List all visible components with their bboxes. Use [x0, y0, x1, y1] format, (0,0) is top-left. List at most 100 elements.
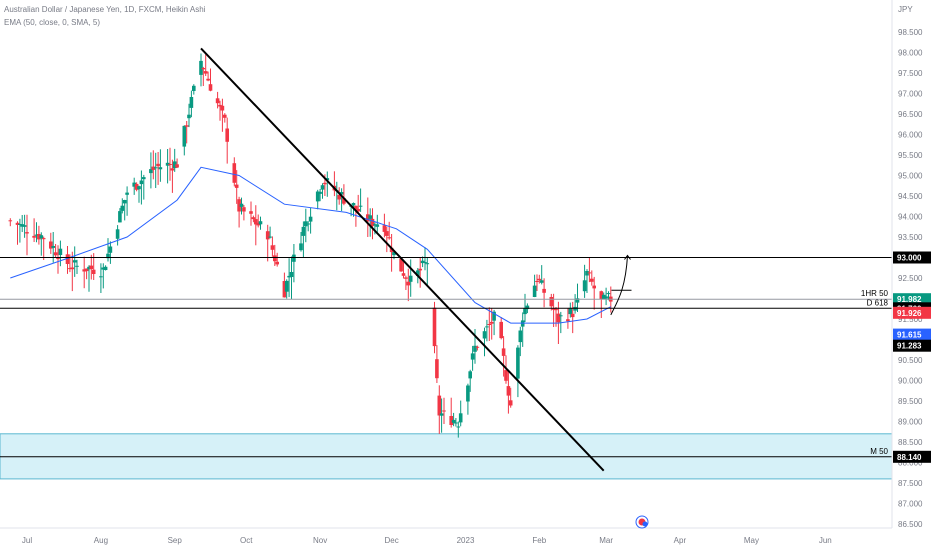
candle[interactable] — [158, 149, 163, 182]
candle[interactable] — [320, 183, 325, 199]
candle[interactable] — [206, 71, 210, 82]
candle[interactable] — [518, 326, 523, 357]
candle[interactable] — [337, 187, 341, 205]
candle[interactable] — [22, 214, 27, 238]
candle[interactable] — [315, 189, 320, 210]
trendline[interactable] — [200, 47, 605, 472]
candle[interactable] — [32, 218, 36, 242]
candle[interactable] — [423, 247, 427, 271]
candle[interactable] — [56, 245, 60, 274]
candle[interactable] — [120, 198, 125, 214]
candle[interactable] — [301, 221, 306, 258]
candle[interactable] — [354, 205, 358, 227]
candle[interactable] — [192, 84, 196, 95]
candle[interactable] — [370, 208, 375, 240]
candle[interactable] — [592, 276, 596, 310]
candle[interactable] — [539, 265, 544, 285]
candle[interactable] — [468, 369, 472, 392]
candle[interactable] — [251, 215, 256, 223]
candle[interactable] — [451, 412, 456, 427]
candle[interactable] — [187, 103, 191, 128]
candle[interactable] — [432, 301, 437, 354]
candle[interactable] — [442, 397, 446, 424]
candle[interactable] — [258, 216, 263, 230]
candle[interactable] — [458, 400, 463, 427]
candle[interactable] — [37, 225, 41, 245]
candle[interactable] — [256, 214, 260, 228]
candle[interactable] — [172, 148, 177, 172]
candle[interactable] — [404, 275, 408, 290]
candle[interactable] — [170, 159, 175, 193]
candle[interactable] — [115, 225, 120, 246]
candle[interactable] — [208, 68, 213, 92]
candle[interactable] — [516, 345, 520, 398]
candle[interactable] — [168, 147, 172, 181]
candle[interactable] — [75, 259, 79, 274]
candle[interactable] — [570, 301, 575, 334]
candle[interactable] — [358, 188, 363, 212]
candle[interactable] — [575, 283, 580, 312]
ema-tag[interactable]: 91.615 — [893, 328, 931, 341]
candle[interactable] — [275, 252, 279, 267]
candle[interactable] — [437, 385, 442, 434]
economic-event-icon[interactable] — [635, 515, 649, 529]
candle[interactable] — [232, 157, 237, 187]
candle[interactable] — [506, 371, 511, 414]
candle[interactable] — [39, 232, 44, 256]
candle[interactable] — [142, 174, 146, 200]
candle[interactable] — [604, 287, 608, 306]
candle[interactable] — [385, 226, 389, 253]
candle[interactable] — [489, 308, 494, 340]
candle[interactable] — [549, 293, 554, 311]
candle[interactable] — [65, 246, 70, 274]
candle[interactable] — [289, 256, 294, 300]
candle[interactable] — [18, 218, 22, 243]
candle[interactable] — [203, 54, 208, 77]
candle[interactable] — [420, 256, 425, 268]
candle[interactable] — [34, 222, 39, 243]
candle[interactable] — [485, 319, 489, 342]
candle[interactable] — [239, 197, 244, 215]
candle[interactable] — [268, 226, 272, 239]
candle[interactable] — [58, 240, 63, 267]
candle[interactable] — [601, 292, 606, 300]
candle[interactable] — [499, 317, 503, 340]
candle[interactable] — [318, 189, 322, 202]
candle[interactable] — [482, 327, 487, 357]
candle[interactable] — [156, 152, 160, 185]
candle[interactable] — [132, 177, 136, 195]
candle[interactable] — [108, 241, 113, 264]
candle[interactable] — [134, 182, 139, 192]
candle[interactable] — [25, 214, 29, 256]
candle[interactable] — [137, 185, 141, 203]
candle[interactable] — [153, 152, 158, 188]
candle[interactable] — [508, 387, 513, 408]
candle[interactable] — [15, 221, 20, 245]
candle[interactable] — [375, 214, 380, 233]
candle[interactable] — [566, 308, 570, 329]
candle[interactable] — [501, 336, 506, 377]
candle[interactable] — [223, 113, 227, 123]
candle[interactable] — [189, 90, 194, 118]
candle[interactable] — [425, 257, 430, 286]
candle[interactable] — [339, 188, 344, 211]
candle[interactable] — [325, 171, 330, 197]
candle[interactable] — [125, 186, 129, 216]
candle[interactable] — [199, 53, 203, 87]
candle[interactable] — [89, 254, 94, 280]
candle[interactable] — [49, 232, 53, 254]
candle[interactable] — [287, 258, 291, 298]
candle[interactable] — [225, 117, 229, 164]
candle[interactable] — [475, 345, 480, 351]
candle[interactable] — [242, 205, 246, 221]
candle[interactable] — [101, 263, 106, 289]
candle[interactable] — [587, 257, 592, 283]
candle[interactable] — [151, 150, 156, 180]
candle[interactable] — [270, 236, 275, 257]
candle[interactable] — [72, 246, 77, 277]
candle[interactable] — [184, 121, 189, 144]
candle[interactable] — [84, 268, 89, 280]
candle[interactable] — [149, 152, 153, 189]
candle[interactable] — [122, 199, 127, 221]
